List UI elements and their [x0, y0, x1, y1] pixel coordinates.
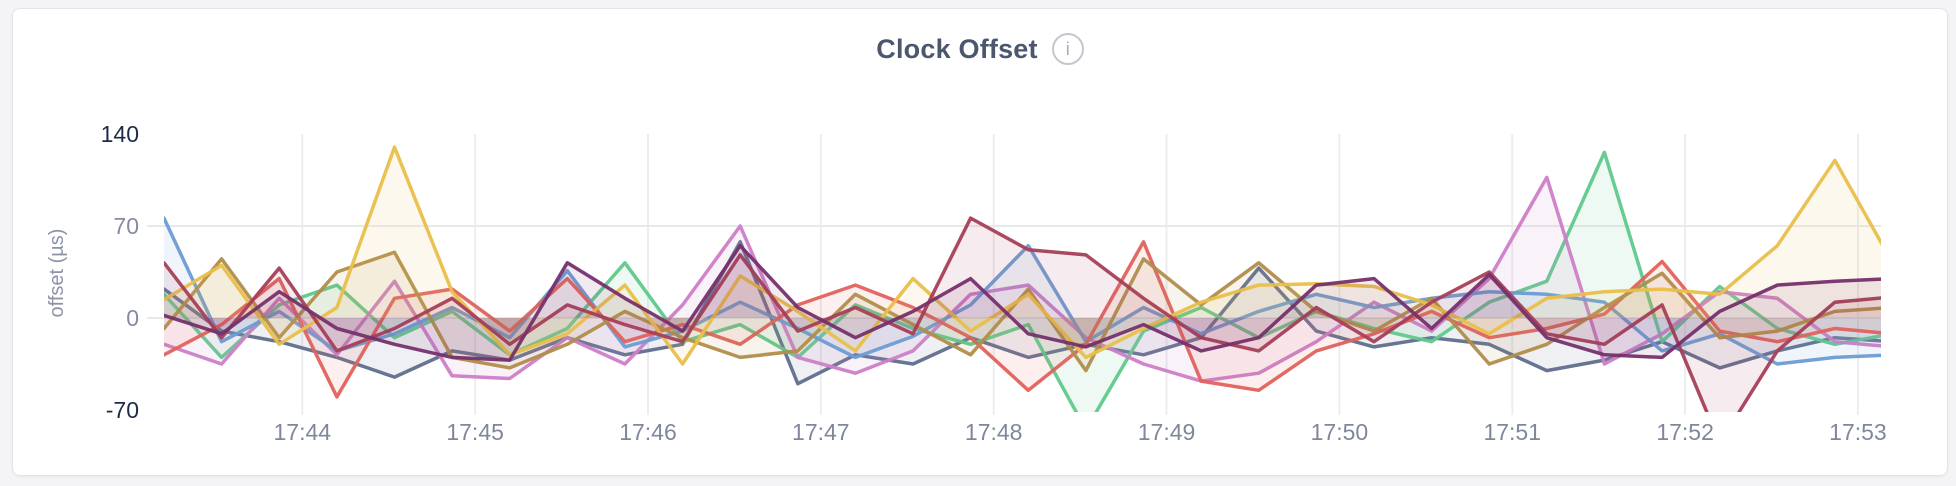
series-area-red — [164, 241, 1881, 397]
chart-card: Clock Offset i offset (µs) 140 70 0 -70 17:… — [12, 8, 1948, 476]
series-area-wine — [164, 218, 1881, 412]
chart-canvas[interactable] — [147, 127, 1889, 419]
series-area-blue — [164, 218, 1881, 364]
series-yellow — [164, 145, 1881, 366]
chart-title: Clock Offset — [876, 33, 1038, 64]
y-tick-label: -70 — [105, 397, 139, 423]
series-green — [164, 150, 1881, 412]
x-tick-label: 17:52 — [1656, 419, 1714, 445]
x-tick-label: 17:53 — [1829, 419, 1887, 445]
series-line-blue — [164, 216, 1881, 366]
x-tick-label: 17:46 — [619, 419, 677, 445]
series-line-orchid — [164, 175, 1881, 383]
x-tick-label: 17:49 — [1137, 419, 1196, 445]
x-tick-label: 17:44 — [273, 419, 332, 445]
x-tick-label: 17:51 — [1483, 419, 1542, 445]
x-tick-label: 17:50 — [1310, 419, 1369, 445]
x-tick-label: 17:47 — [792, 419, 850, 445]
y-tick-label: 70 — [113, 213, 139, 239]
y-tick-label: 140 — [100, 121, 139, 147]
info-icon[interactable]: i — [1051, 33, 1084, 65]
series-wine — [164, 216, 1881, 412]
x-tick-label: 17:45 — [446, 419, 504, 445]
x-tick-label: 17:48 — [964, 419, 1023, 445]
chart-header: Clock Offset i — [13, 31, 1947, 67]
series-purple — [164, 243, 1881, 362]
series-line-green — [164, 150, 1881, 412]
series-line-yellow — [164, 145, 1881, 366]
series-line-wine — [164, 216, 1881, 412]
series-area-tan — [164, 252, 1881, 371]
series-line-purple — [164, 243, 1881, 362]
series-blue — [164, 216, 1881, 366]
y-tick-label: 0 — [126, 305, 139, 331]
